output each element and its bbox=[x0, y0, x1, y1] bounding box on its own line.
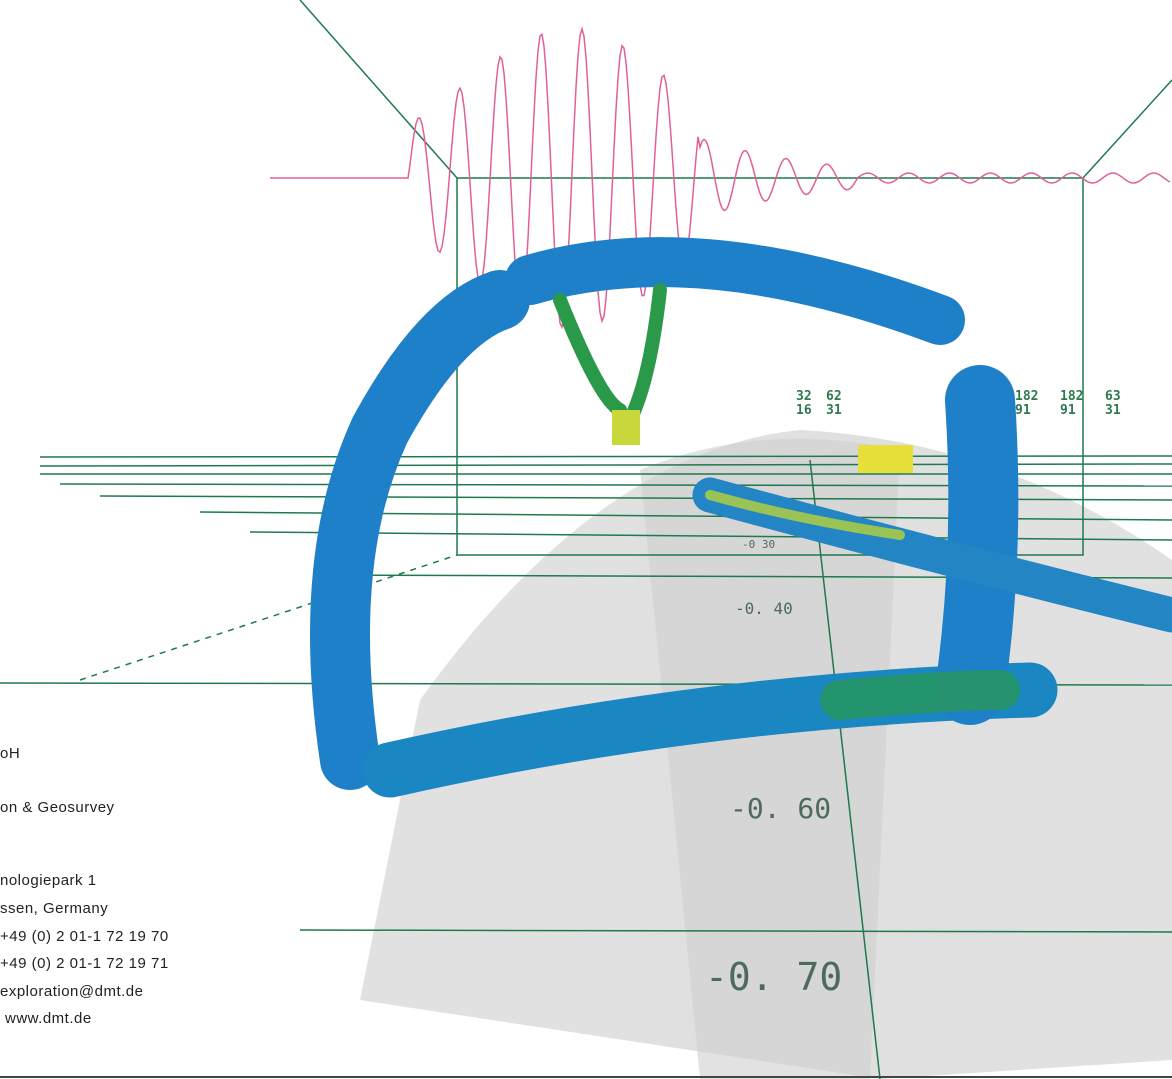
scale-label: 91 bbox=[1015, 403, 1031, 418]
scan-highlight bbox=[858, 445, 913, 473]
depth-label: -0. 70 bbox=[705, 955, 842, 999]
scale-label: 16 bbox=[796, 403, 812, 418]
tunnel-scan bbox=[310, 237, 1172, 798]
scale-label: 31 bbox=[1105, 403, 1121, 418]
scale-label: 182 bbox=[1015, 389, 1038, 404]
address-line: www.dmt.de bbox=[4, 1010, 92, 1027]
scan-highlight bbox=[612, 410, 640, 445]
seismic-trace bbox=[270, 26, 1171, 330]
scale-label: 62 bbox=[826, 389, 842, 404]
scale-label: 91 bbox=[1060, 403, 1076, 418]
address-line: oH bbox=[0, 745, 20, 762]
scale-label: 63 bbox=[1105, 389, 1121, 404]
scale-label: 32 bbox=[796, 389, 812, 404]
scale-label: 182 bbox=[1060, 389, 1083, 404]
depth-label: -0. 60 bbox=[730, 792, 831, 825]
depth-label: -0 30 bbox=[742, 538, 775, 551]
depth-label: -0. 40 bbox=[735, 599, 793, 618]
address-line: +49 (0) 2 01-1 72 19 70 bbox=[0, 928, 169, 945]
address-line: nologiepark 1 bbox=[0, 872, 97, 889]
address-line: on & Geosurvey bbox=[0, 799, 115, 816]
address-line: exploration@dmt.de bbox=[0, 983, 143, 1000]
texts: oH on & Geosurvey nologiepark 1 ssen, Germa… bbox=[0, 389, 1121, 1027]
address-line: +49 (0) 2 01-1 72 19 71 bbox=[0, 955, 169, 972]
scale-label: 31 bbox=[826, 403, 842, 418]
address-line: ssen, Germany bbox=[0, 900, 108, 917]
